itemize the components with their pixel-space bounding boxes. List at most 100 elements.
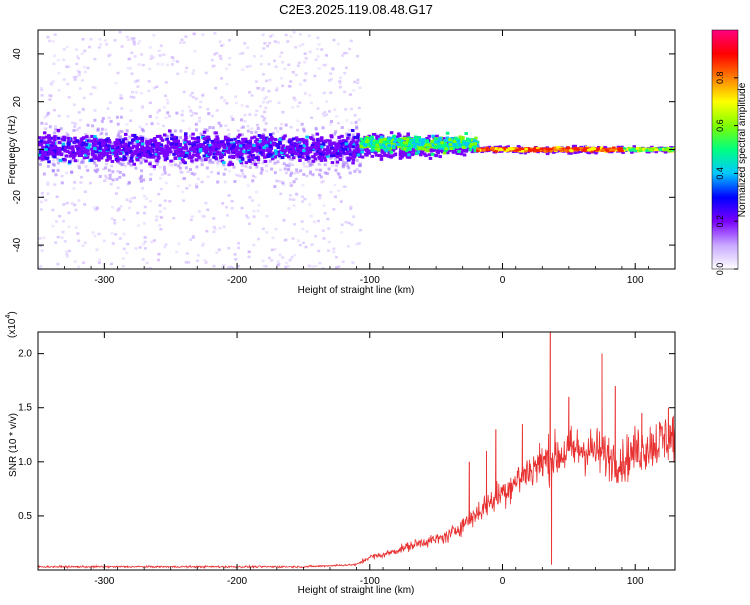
spectrogram-scatter-cell xyxy=(297,61,301,65)
spectrogram-scatter-cell xyxy=(287,63,291,67)
spectrogram-scatter-cell xyxy=(131,90,135,94)
spectrogram-scatter-cell xyxy=(65,45,69,49)
spectrogram-scatter-cell xyxy=(56,161,60,165)
spectrogram-cell xyxy=(395,135,400,139)
spectrogram-cell xyxy=(90,147,94,151)
spectrogram-scatter-cell xyxy=(213,32,217,35)
spectrogram-cell xyxy=(619,147,624,151)
spectrogram-scatter-cell xyxy=(317,67,321,70)
spectrogram-scatter-cell xyxy=(357,118,361,121)
spectrogram-scatter-cell xyxy=(69,158,73,162)
spectrogram-cell xyxy=(107,144,111,148)
spectrogram-cell xyxy=(295,138,300,142)
spectrogram-scatter-cell xyxy=(335,115,339,118)
spectrogram-cell xyxy=(340,147,344,151)
spectrogram-scatter-cell xyxy=(170,56,174,59)
spectrogram-cell xyxy=(124,151,129,155)
spectrogram-scatter-cell xyxy=(89,152,93,156)
spectrogram-cell xyxy=(351,154,356,158)
spectrogram-scatter-cell xyxy=(248,222,252,226)
spectrogram-scatter-cell xyxy=(76,232,80,235)
spectrogram-cell xyxy=(378,153,382,157)
spectrogram-scatter-cell xyxy=(261,33,265,37)
spectrogram-cell xyxy=(116,150,120,154)
spectrogram-cell xyxy=(170,145,175,149)
spectrogram-scatter-cell xyxy=(116,186,120,190)
spectrogram-cell xyxy=(392,140,397,144)
spectrogram-scatter-cell xyxy=(97,261,101,264)
spectrogram-scatter-cell xyxy=(143,205,147,209)
spectrogram-cell xyxy=(379,138,384,142)
spectrogram-scatter-cell xyxy=(292,96,296,100)
spectrogram-scatter-cell xyxy=(230,199,234,203)
spectrogram-cell xyxy=(446,145,451,149)
spectrogram-scatter-cell xyxy=(176,184,180,188)
spectrogram-scatter-cell xyxy=(83,203,87,206)
spectrogram-scatter-cell xyxy=(289,173,293,177)
spectrogram-scatter-cell xyxy=(66,115,70,118)
spectrogram-scatter-cell xyxy=(294,153,298,157)
spectrogram-cell xyxy=(75,139,80,143)
spectrogram-scatter-cell xyxy=(297,239,301,242)
spectrogram-cell xyxy=(603,150,608,153)
spectrogram-scatter-cell xyxy=(39,244,43,248)
spectrogram-scatter-cell xyxy=(140,174,144,178)
spectrogram-scatter-cell xyxy=(74,48,78,51)
spectrogram-cell xyxy=(262,146,266,150)
spectrogram-scatter-cell xyxy=(240,126,244,130)
spectrogram-cell xyxy=(192,150,197,154)
spectrogram-scatter-cell xyxy=(311,135,315,139)
spectrogram-scatter-cell xyxy=(145,261,149,265)
spectrogram-cell xyxy=(252,144,256,148)
spectrogram-cell xyxy=(332,154,337,158)
spectrogram-scatter-cell xyxy=(82,96,86,100)
spectrogram-cell xyxy=(66,141,71,145)
spectrogram-cell xyxy=(316,137,320,141)
spectrogram-scatter-cell xyxy=(234,101,238,105)
spectrogram-cell xyxy=(135,144,139,148)
spectrogram-cell xyxy=(50,151,54,155)
spectrogram-cell xyxy=(51,141,56,145)
spectrogram-scatter-cell xyxy=(345,161,349,165)
spectrogram-cell xyxy=(385,140,390,144)
spectrogram-scatter-cell xyxy=(265,231,269,234)
spectrogram-cell xyxy=(456,140,461,144)
spectrogram-cell xyxy=(468,148,473,152)
spectrogram-cell xyxy=(190,159,194,163)
spectrogram-scatter-cell xyxy=(203,128,207,132)
spectrogram-scatter-cell xyxy=(261,87,265,90)
spectrogram-cell xyxy=(74,144,79,148)
spectrogram-scatter-cell xyxy=(164,243,168,246)
spectrogram-scatter-cell xyxy=(44,127,48,130)
spectrogram-scatter-cell xyxy=(219,124,223,128)
spectrogram-scatter-cell xyxy=(136,85,140,88)
spectrogram-cell xyxy=(445,151,450,155)
spectrogram-cell xyxy=(160,138,165,142)
spectrogram-cell xyxy=(43,140,47,144)
spectrogram-scatter-cell xyxy=(358,86,362,89)
spectrogram-cell xyxy=(89,139,94,143)
spectrogram-cell xyxy=(70,145,75,149)
spectrogram-scatter-cell xyxy=(74,208,78,212)
spectrogram-cell xyxy=(41,136,46,140)
spectrogram-cell xyxy=(382,141,387,145)
spectrogram-cell xyxy=(285,153,289,157)
spectrogram-cell xyxy=(329,154,334,158)
spectrogram-cell xyxy=(57,150,61,154)
spectrogram-cell xyxy=(245,143,250,147)
spectrogram-cell xyxy=(280,151,284,155)
spectrogram-scatter-cell xyxy=(222,172,226,176)
spectrogram-cell xyxy=(403,136,407,140)
spectrogram-cell xyxy=(104,138,109,142)
spectrogram-scatter-cell xyxy=(213,53,217,56)
spectrogram-scatter-cell xyxy=(343,90,347,94)
spectrogram-cell xyxy=(63,158,67,162)
spectrogram-scatter-cell xyxy=(227,266,231,269)
spectrogram-scatter-cell xyxy=(147,89,151,93)
spectrogram-scatter-cell xyxy=(98,38,102,41)
spectrogram-scatter-cell xyxy=(84,165,88,168)
spectrogram-cell xyxy=(114,148,118,152)
spectrogram-cell xyxy=(82,156,87,160)
spectrogram-cell xyxy=(131,151,136,155)
spectrogram-cell xyxy=(417,143,422,147)
